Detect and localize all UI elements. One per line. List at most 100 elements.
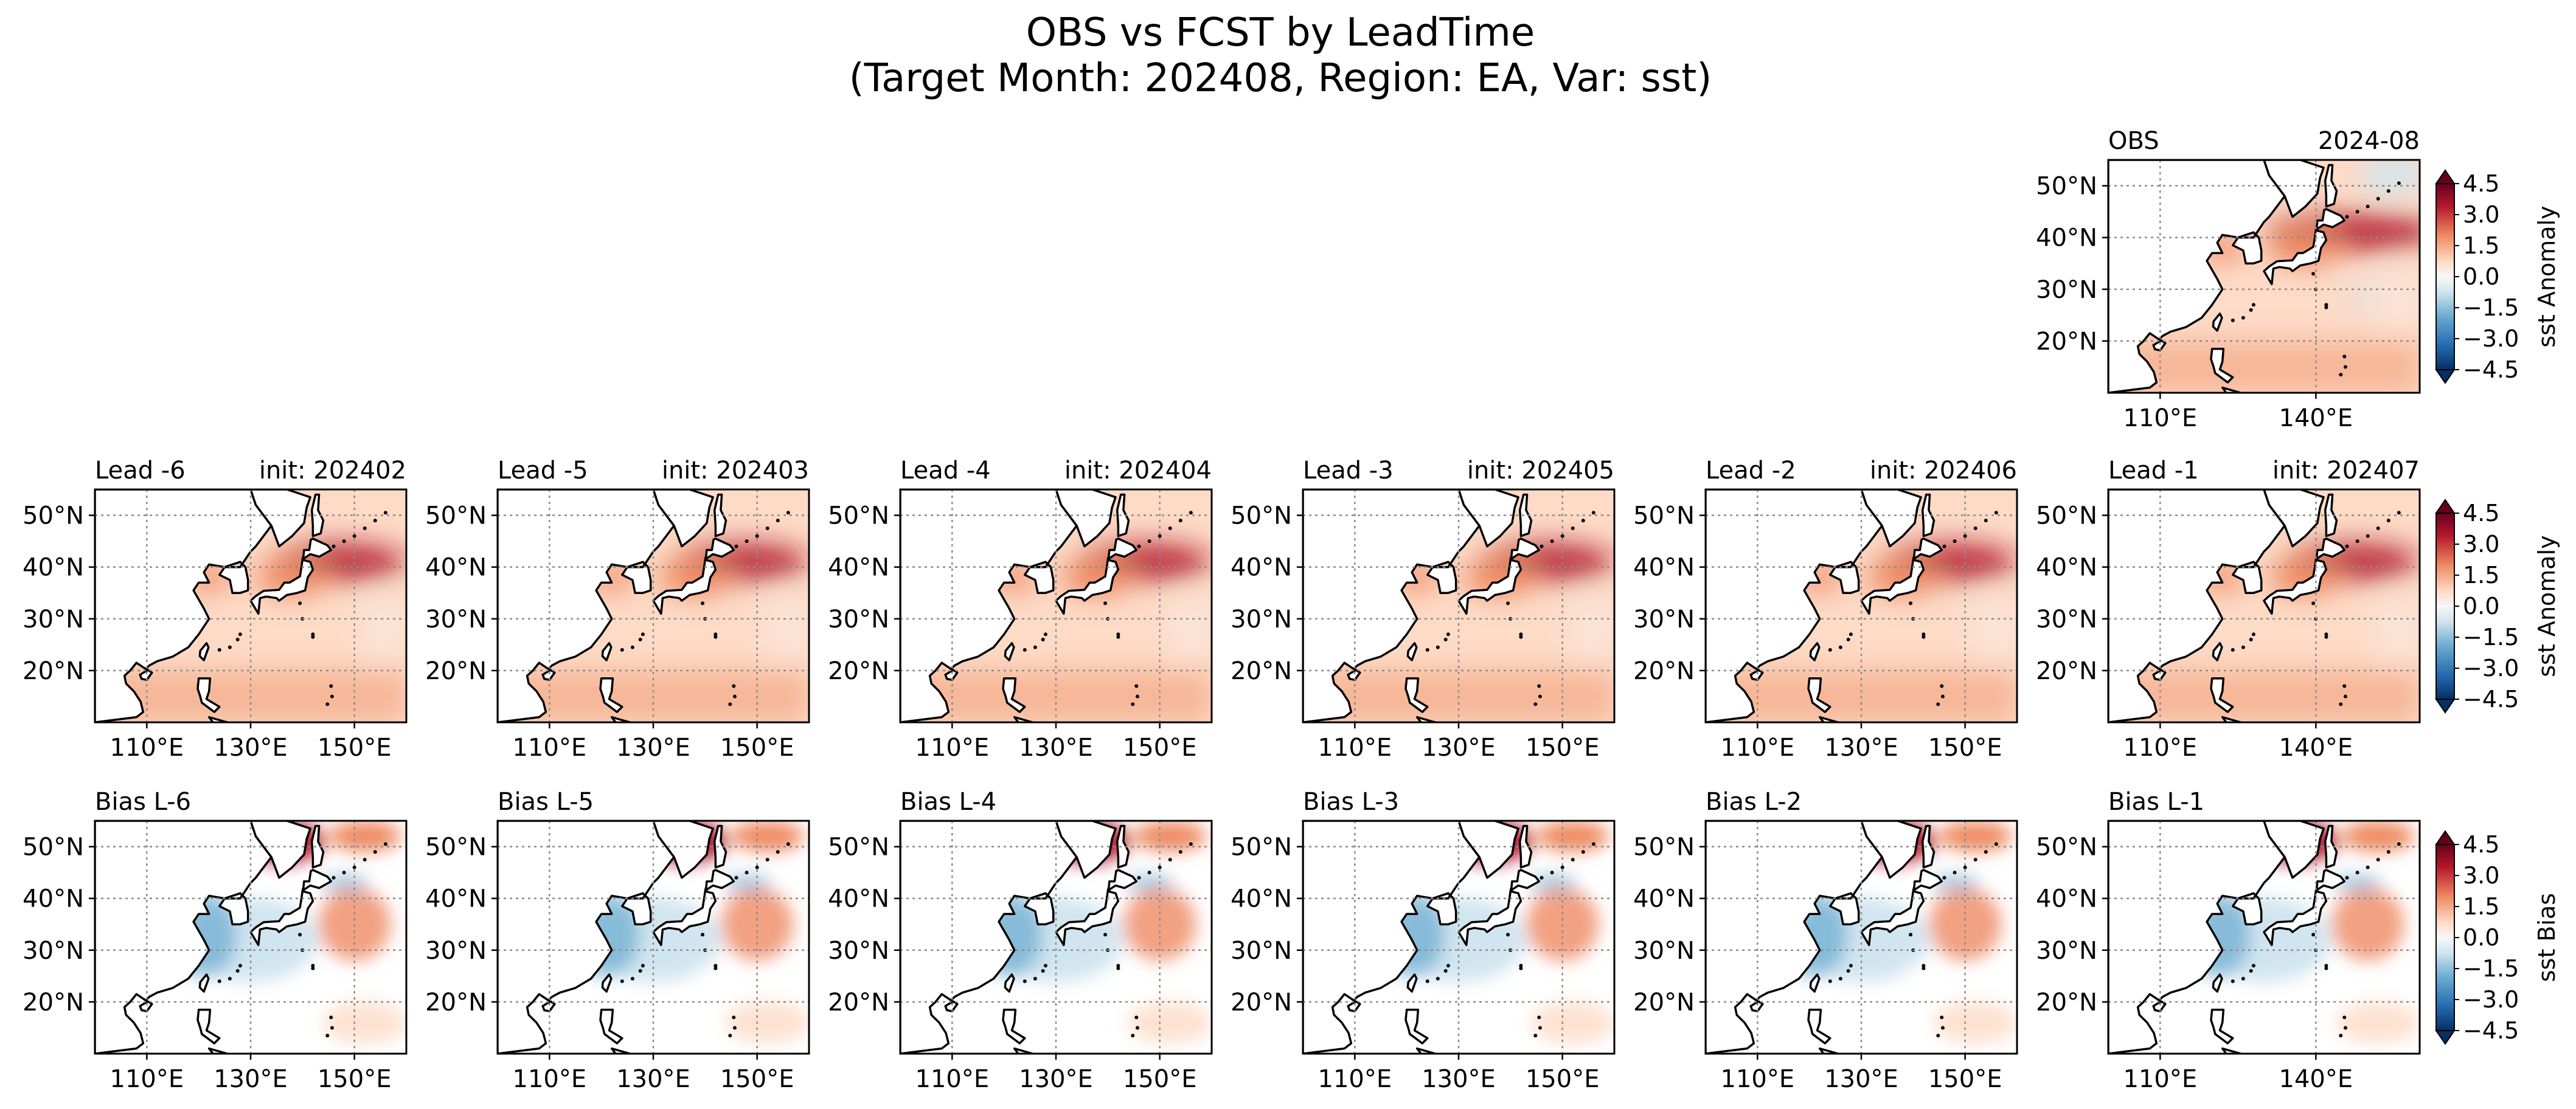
coastline <box>207 1047 229 1054</box>
island <box>620 979 624 983</box>
island <box>1436 645 1440 649</box>
y-tick-label: 40°N <box>425 885 487 913</box>
coastline <box>2314 208 2346 231</box>
coastline <box>310 824 325 869</box>
x-tick-label: 110°E <box>110 1065 184 1093</box>
coastline <box>2210 1008 2234 1045</box>
coastline <box>713 824 727 869</box>
island <box>2311 933 2316 937</box>
y-tick-label: 40°N <box>828 554 889 582</box>
island <box>713 635 718 639</box>
panel-title-left: Bias L-6 <box>95 788 191 816</box>
coastline <box>601 642 613 662</box>
island <box>728 1034 732 1038</box>
coastline <box>1860 489 1922 548</box>
island <box>2231 648 2235 652</box>
island <box>330 694 334 699</box>
island <box>217 979 221 983</box>
island <box>1116 632 1120 637</box>
colorbar-tick-label: −4.5 <box>2463 356 2519 383</box>
island <box>1135 1026 1139 1030</box>
colorbar-cb-bias: 4.5 3.0 1.5 0.0 −1.5 −3.0 −4.5 sst Bias <box>2435 830 2560 1045</box>
gridlines <box>2108 489 2420 722</box>
island <box>1134 1015 1139 1020</box>
colorbar-tick-label: 0.0 <box>2463 263 2499 290</box>
x-tick-label: 110°E <box>1721 1065 1795 1093</box>
coastline <box>1706 821 1883 1054</box>
island <box>1033 976 1037 981</box>
coastline <box>1860 890 1925 947</box>
coastline <box>1106 537 1138 561</box>
island <box>1942 876 1946 880</box>
island <box>2311 272 2316 276</box>
coastline <box>1106 869 1138 892</box>
x-tick-label: 150°E <box>1526 734 1600 762</box>
island <box>373 519 377 523</box>
colorbar-tick-label: 0.0 <box>2463 593 2499 620</box>
island <box>2343 1026 2347 1030</box>
island <box>755 865 759 869</box>
y-tick-label: 40°N <box>1633 885 1695 913</box>
x-tick-label: 130°E <box>1019 1065 1093 1093</box>
island <box>2376 196 2380 201</box>
land-mask <box>498 489 790 722</box>
island <box>1838 976 1842 981</box>
y-tick-label: 50°N <box>23 834 84 862</box>
island <box>1168 526 1172 530</box>
coastline <box>2210 677 2234 713</box>
panel-bias2: Bias L-2 110°E 130°E 150°E 50°N 40°N 30°N 20°N <box>1633 788 2018 1093</box>
island <box>342 871 346 875</box>
island <box>1519 635 1523 639</box>
coastline <box>1347 669 1361 681</box>
x-tick-label: 110°E <box>2123 404 2198 432</box>
coastline <box>1706 489 1883 722</box>
island <box>1922 964 1926 968</box>
gridlines <box>95 821 406 1054</box>
y-tick-label: 20°N <box>1633 989 1695 1017</box>
island <box>755 534 759 538</box>
coastline <box>2324 493 2338 537</box>
coastline <box>2314 537 2346 561</box>
island <box>1550 871 1554 875</box>
coastline <box>1921 824 1935 869</box>
island <box>2355 539 2359 544</box>
land-mask <box>498 821 790 1054</box>
coastline <box>652 489 714 548</box>
coastline <box>1457 559 1522 615</box>
island <box>2231 318 2235 322</box>
gridlines <box>498 489 809 722</box>
x-tick-label: 110°E <box>1318 1065 1392 1093</box>
island <box>2311 601 2316 606</box>
y-tick-label: 40°N <box>1231 885 1292 913</box>
island <box>2342 1015 2347 1020</box>
coastline <box>1406 973 1418 993</box>
y-tick-label: 30°N <box>1633 937 1695 965</box>
island <box>713 964 718 968</box>
x-tick-label: 140°E <box>2279 1065 2353 1093</box>
coastline <box>2210 347 2234 384</box>
island <box>311 966 315 970</box>
x-tick-label: 110°E <box>2123 734 2198 762</box>
coastline <box>1002 1008 1026 1045</box>
island <box>2339 1034 2343 1038</box>
x-tick-label: 130°E <box>616 1065 690 1093</box>
island <box>2324 966 2328 970</box>
y-tick-label: 20°N <box>425 657 487 685</box>
island <box>2386 519 2390 523</box>
coastline <box>1055 559 1120 615</box>
land-mask <box>2108 160 2401 393</box>
island <box>1537 684 1541 688</box>
island <box>734 544 738 548</box>
island <box>1942 544 1946 548</box>
panel-title-right: init: 202406 <box>1870 457 2017 485</box>
x-tick-label: 150°E <box>1928 734 2002 762</box>
island <box>1984 519 1988 523</box>
panel-title-left: Lead -3 <box>1303 457 1394 485</box>
island <box>1846 637 1850 641</box>
coastline <box>944 669 959 681</box>
coastline <box>1818 716 1839 722</box>
y-tick-label: 50°N <box>425 834 487 862</box>
island <box>2345 215 2349 219</box>
y-tick-label: 20°N <box>828 989 889 1017</box>
y-tick-label: 20°N <box>23 657 84 685</box>
